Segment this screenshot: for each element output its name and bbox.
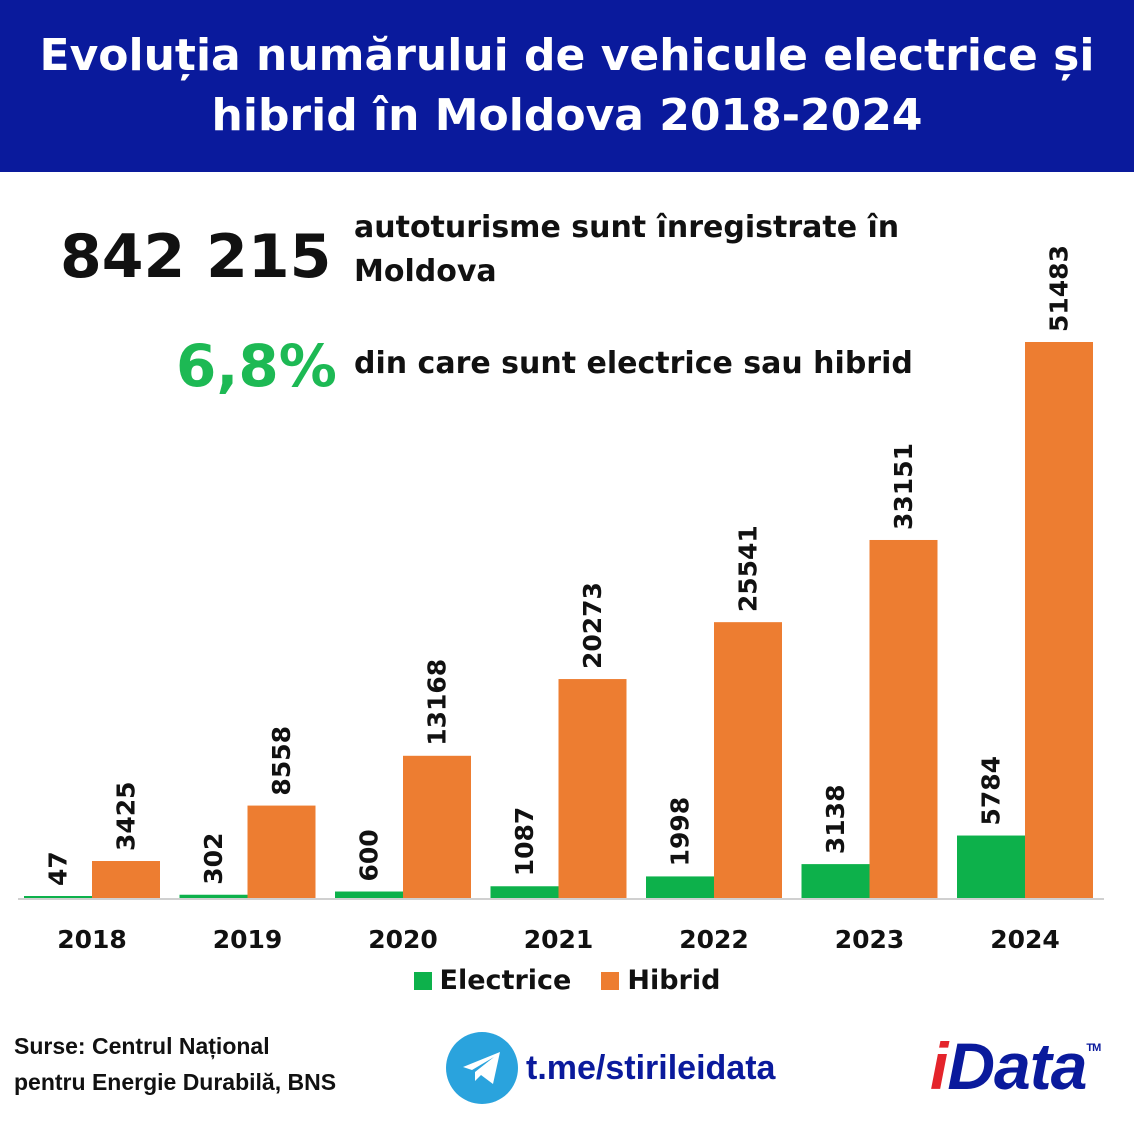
legend-item-hybrid: Hibrid [601,965,720,996]
telegram-icon [446,1032,518,1104]
bar-hybrid-2019 [247,805,316,898]
ev-percent-description: din care sunt electrice sau hibrid [354,346,913,381]
data-label-hybrid-2018: 3425 [112,781,141,851]
data-label-electric-2018: 47 [44,851,73,886]
data-label-hybrid-2019: 8558 [267,726,296,796]
chart-legend: Electrice Hibrid [0,965,1134,996]
bar-electric-2024 [957,835,1025,898]
x-tick-label-2023: 2023 [835,925,905,954]
x-tick-label-2019: 2019 [213,925,283,954]
data-label-electric-2019: 302 [199,833,228,885]
bar-electric-2021 [490,886,559,898]
page-title: Evoluția numărului de vehicule electrice… [39,30,1095,141]
bar-hybrid-2020 [403,755,471,898]
x-tick-label-2021: 2021 [524,925,594,954]
telegram-link[interactable]: t.me/stirileidata [446,1032,775,1104]
bar-hybrid-2024 [1025,342,1093,898]
bar-hybrid-2022 [714,622,782,898]
telegram-link-text[interactable]: t.me/stirileidata [526,1048,776,1087]
bar-hybrid-2018 [92,861,160,898]
source-note: Surse: Centrul Național pentru Energie D… [14,1028,336,1100]
data-label-electric-2021: 1087 [510,807,539,877]
source-line-1: Surse: Centrul Național [14,1033,270,1059]
legend-label-electric: Electrice [439,965,572,996]
bar-electric-2019 [179,894,248,898]
x-tick-label-2018: 2018 [57,925,127,954]
bar-electric-2020 [335,891,403,898]
data-label-electric-2020: 600 [355,829,384,881]
x-tick-label-2020: 2020 [368,925,438,954]
x-tick-label-2024: 2024 [990,925,1060,954]
bar-hybrid-2023 [869,539,938,898]
total-cars-description: autoturisme sunt înregistrate în Moldova [354,210,900,289]
source-line-2: pentru Energie Durabilă, BNS [14,1069,337,1095]
ev-percent: 6,8% [176,332,337,400]
legend-item-electric: Electrice [413,965,572,996]
header-banner: Evoluția numărului de vehicule electrice… [0,0,1134,172]
data-label-electric-2022: 1998 [666,797,695,867]
data-label-hybrid-2021: 20273 [578,582,607,669]
data-label-hybrid-2023: 33151 [889,443,918,530]
data-label-electric-2024: 5784 [977,756,1006,826]
x-tick-label-2022: 2022 [679,925,749,954]
legend-label-hybrid: Hibrid [627,965,721,996]
legend-swatch-hybrid [601,971,620,990]
bar-hybrid-2021 [558,679,627,898]
data-label-hybrid-2024: 51483 [1045,245,1074,332]
total-cars-number: 842 215 [60,222,332,292]
idata-logo: iDataTM [930,1029,1101,1103]
data-label-electric-2023: 3138 [821,785,850,855]
legend-swatch-electric [413,971,432,990]
bar-electric-2022 [646,876,714,898]
data-label-hybrid-2022: 25541 [734,525,763,612]
bar-electric-2018 [24,896,92,898]
bar-electric-2023 [801,864,870,898]
data-label-hybrid-2020: 13168 [423,659,452,746]
